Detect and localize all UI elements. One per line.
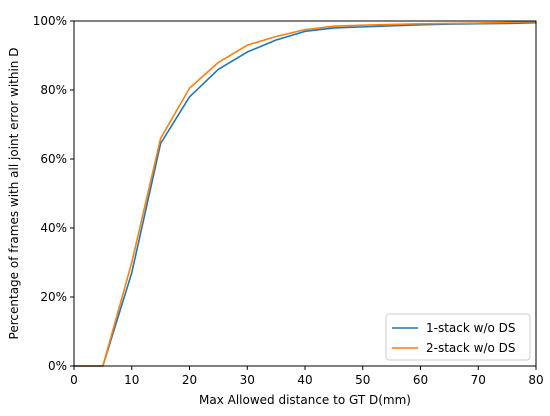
- x-tick-label: 80: [528, 373, 543, 387]
- x-tick-label: 10: [124, 373, 139, 387]
- legend: 1-stack w/o DS 2-stack w/o DS: [385, 313, 531, 361]
- legend-label-2: 2-stack w/o DS: [426, 341, 516, 355]
- x-axis-ticks: 0 10 20 30 40 50 60 70 80: [70, 366, 544, 387]
- legend-box: [385, 313, 531, 361]
- y-tick-label: 80%: [40, 83, 67, 97]
- x-tick-label: 30: [240, 373, 255, 387]
- y-tick-label: 20%: [40, 290, 67, 304]
- series-layer: [74, 20, 537, 367]
- y-axis-label: Percentage of frames with all joint erro…: [7, 48, 21, 340]
- legend-label-1: 1-stack w/o DS: [426, 321, 516, 335]
- x-axis-label: Max Allowed distance to GT D(mm): [199, 393, 411, 407]
- x-tick-label: 50: [355, 373, 370, 387]
- y-tick-label: 60%: [40, 152, 67, 166]
- y-axis-ticks: 0% 20% 40% 60% 80% 100%: [33, 14, 74, 373]
- x-tick-label: 40: [297, 373, 312, 387]
- y-tick-label: 40%: [40, 221, 67, 235]
- x-tick-label: 70: [471, 373, 486, 387]
- y-tick-label: 0%: [48, 359, 67, 373]
- x-tick-label: 20: [182, 373, 197, 387]
- x-tick-label: 60: [413, 373, 428, 387]
- series-line-2: [74, 20, 537, 367]
- y-tick-label: 100%: [33, 14, 67, 28]
- x-tick-label: 0: [70, 373, 78, 387]
